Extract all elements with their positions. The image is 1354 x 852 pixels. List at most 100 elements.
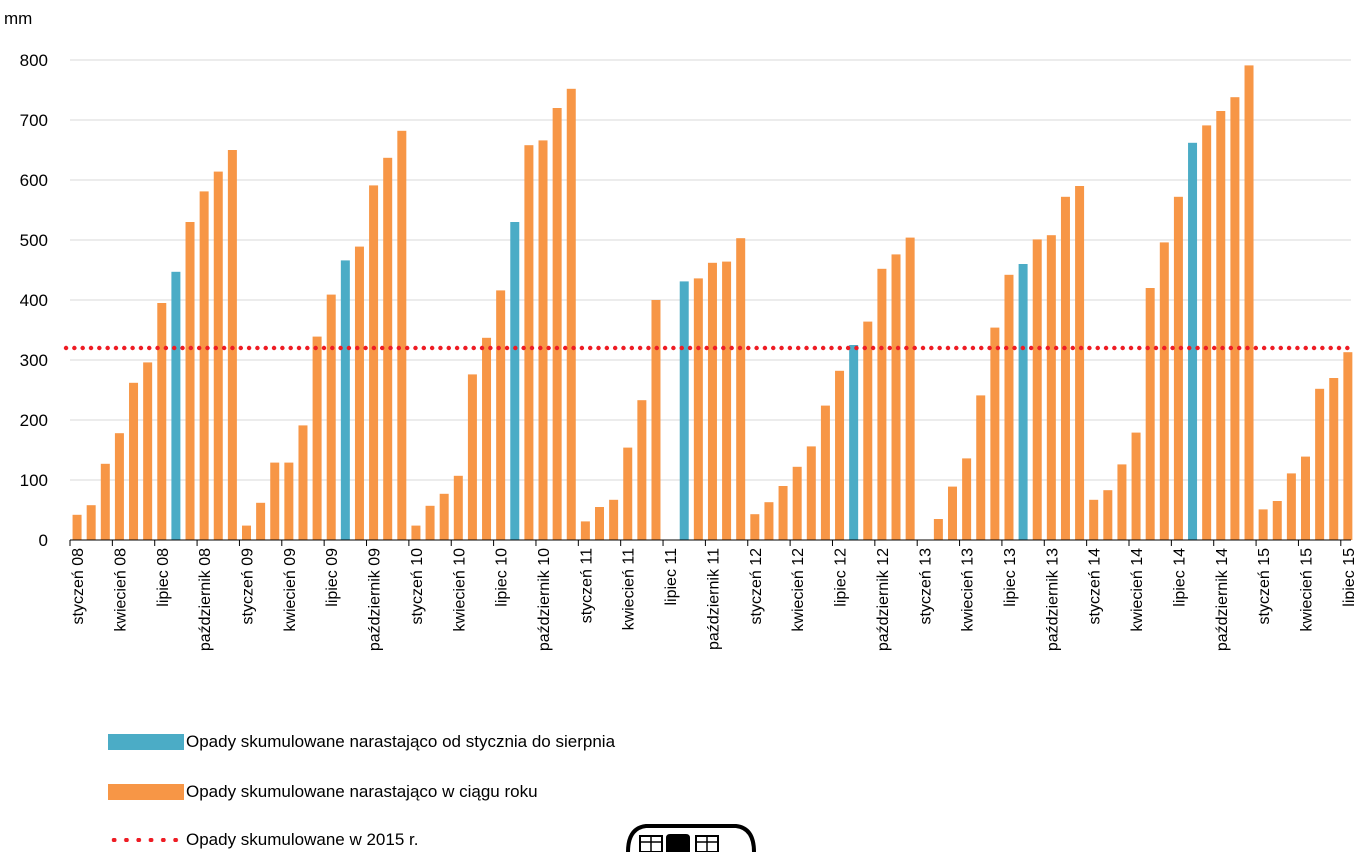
bar-yearly bbox=[820, 405, 830, 540]
bar-yearly bbox=[227, 150, 237, 540]
y-axis-unit: mm bbox=[4, 9, 32, 28]
bar-yearly bbox=[496, 290, 506, 540]
bars bbox=[72, 65, 1353, 541]
logo-mark bbox=[626, 824, 756, 852]
x-tick-label: kwiecień 11 bbox=[621, 548, 638, 631]
x-tick-label: kwiecień 13 bbox=[960, 548, 977, 632]
bar-yearly bbox=[1202, 125, 1212, 541]
bar-yearly bbox=[326, 294, 336, 540]
bar-yearly bbox=[905, 237, 915, 540]
bar-yearly bbox=[524, 145, 534, 540]
x-tick-label: kwiecień 08 bbox=[112, 548, 129, 632]
x-tick-label: kwiecień 10 bbox=[451, 548, 468, 632]
x-tick-label: październik 12 bbox=[875, 548, 892, 651]
bar-yearly bbox=[1286, 473, 1296, 540]
bar-yearly bbox=[566, 88, 576, 541]
logo-frame bbox=[626, 824, 756, 852]
bar-yearly bbox=[595, 507, 604, 540]
x-tick-label: styczeń 08 bbox=[70, 548, 87, 625]
bar-yearly bbox=[425, 505, 435, 540]
bar-yearly bbox=[298, 425, 308, 540]
x-tick-label: styczeń 10 bbox=[409, 548, 426, 625]
bar-yearly bbox=[383, 157, 393, 541]
bar-yearly bbox=[242, 525, 251, 540]
bar-yearly bbox=[990, 327, 1000, 540]
legend-label-2015: Opady skumulowane w 2015 r. bbox=[186, 830, 419, 849]
bar-yearly bbox=[764, 502, 774, 540]
x-tick-label: kwiecień 15 bbox=[1299, 548, 1316, 632]
logo-center-shape bbox=[666, 834, 690, 852]
legend-label-jan-aug: Opady skumulowane narastająco od styczni… bbox=[186, 732, 616, 751]
bar-yearly bbox=[1315, 388, 1325, 540]
bar-yearly bbox=[256, 502, 266, 540]
bar-yearly bbox=[467, 374, 477, 540]
bar-yearly bbox=[651, 300, 661, 540]
bar-yearly bbox=[1301, 456, 1310, 540]
bar-yearly bbox=[1032, 239, 1042, 540]
y-tick-label: 300 bbox=[20, 351, 48, 370]
bar-yearly bbox=[1004, 274, 1014, 540]
bar-yearly bbox=[538, 140, 548, 540]
bar-yearly bbox=[1145, 288, 1155, 540]
legend-dotline-2015 bbox=[108, 838, 182, 842]
x-tick-label: styczeń 15 bbox=[1256, 548, 1273, 625]
bar-yearly bbox=[580, 521, 590, 540]
legend-item-jan-aug: Opady skumulowane narastająco od styczni… bbox=[108, 732, 615, 752]
bar-yearly bbox=[114, 433, 124, 540]
bar-yearly bbox=[369, 185, 379, 540]
x-tick-label: lipiec 08 bbox=[155, 548, 172, 607]
bar-yearly bbox=[750, 514, 760, 540]
y-tick-label: 200 bbox=[20, 411, 48, 430]
bar-yearly bbox=[397, 130, 407, 541]
bar-yearly bbox=[1103, 490, 1113, 540]
bar-jan-aug bbox=[679, 281, 689, 540]
y-tick-labels: 0 100 200 300 400 500 600 700 800 bbox=[20, 51, 48, 550]
bar-jan-aug bbox=[510, 222, 520, 540]
bar-yearly bbox=[1329, 378, 1339, 540]
legend-swatch-jan-aug bbox=[108, 734, 184, 750]
x-tick-label: styczeń 13 bbox=[917, 548, 934, 625]
x-tick-label: lipiec 10 bbox=[494, 548, 511, 607]
legend-swatch-yearly bbox=[108, 784, 184, 800]
bar-yearly bbox=[933, 519, 943, 540]
bar-yearly bbox=[1343, 352, 1353, 540]
bar-yearly bbox=[778, 486, 788, 540]
y-tick-label: 400 bbox=[20, 291, 48, 310]
bar-yearly bbox=[1258, 509, 1268, 540]
bar-yearly bbox=[72, 514, 82, 540]
bar-yearly bbox=[1117, 464, 1127, 540]
bar-yearly bbox=[976, 395, 986, 540]
x-tick-label: styczeń 14 bbox=[1087, 548, 1104, 625]
x-tick-label: październik 08 bbox=[197, 548, 214, 651]
bar-yearly bbox=[312, 336, 322, 540]
bar-jan-aug bbox=[1188, 142, 1198, 541]
bar-yearly bbox=[948, 486, 957, 540]
bar-yearly bbox=[792, 466, 802, 540]
bar-yearly bbox=[609, 499, 619, 540]
bar-yearly bbox=[354, 246, 364, 540]
bar-jan-aug bbox=[849, 345, 859, 540]
bar-yearly bbox=[806, 446, 816, 540]
y-tick-label: 0 bbox=[39, 531, 48, 550]
bar-jan-aug bbox=[1018, 264, 1028, 540]
bar-yearly bbox=[637, 400, 647, 540]
bar-yearly bbox=[693, 278, 703, 540]
bar-jan-aug bbox=[171, 271, 181, 540]
x-tick-label: październik 14 bbox=[1214, 548, 1231, 651]
bar-yearly bbox=[1060, 196, 1070, 541]
bar-yearly bbox=[1173, 196, 1183, 541]
bar-yearly bbox=[157, 303, 167, 540]
bar-yearly bbox=[453, 475, 463, 540]
x-tick-label: październik 10 bbox=[536, 548, 553, 651]
x-tick-label: styczeń 12 bbox=[748, 548, 765, 625]
bar-yearly bbox=[835, 370, 845, 540]
bar-yearly bbox=[877, 268, 887, 540]
x-tick-label: październik 11 bbox=[705, 548, 722, 650]
bar-yearly bbox=[439, 493, 449, 540]
x-tick-label: lipiec 12 bbox=[833, 548, 850, 607]
bar-yearly bbox=[736, 238, 746, 540]
bar-yearly bbox=[722, 261, 732, 540]
x-tick-labels: styczeń 08 kwiecień 08 lipiec 08 październi… bbox=[70, 548, 1354, 651]
x-tick-label: lipiec 14 bbox=[1171, 548, 1188, 607]
